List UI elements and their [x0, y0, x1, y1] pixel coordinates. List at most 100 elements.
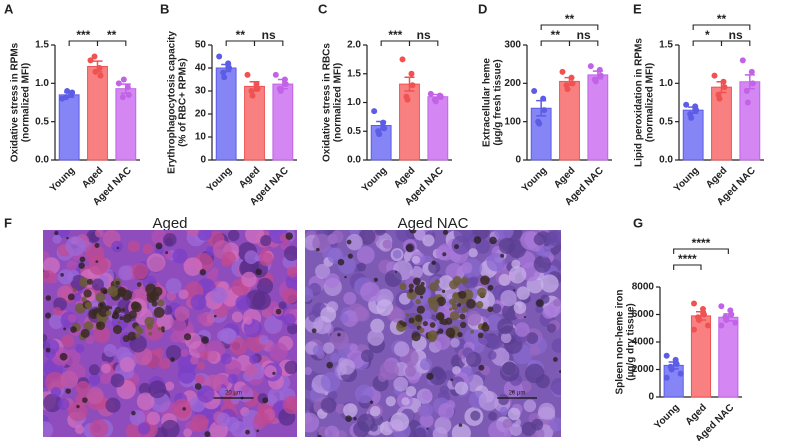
bar [58, 94, 80, 161]
cell [260, 235, 272, 247]
cell [360, 349, 374, 363]
bar [559, 80, 580, 161]
cell [450, 338, 460, 348]
pigment [157, 299, 165, 307]
pigment [119, 316, 124, 321]
data-point [119, 94, 126, 101]
cell [356, 245, 375, 264]
y-tick-label: 4000 [632, 337, 655, 348]
cell [57, 398, 70, 411]
y-tick-label: 100 [504, 116, 521, 127]
cell [278, 301, 287, 310]
bar [215, 67, 237, 161]
y-axis-label: Oxidative stress in RPMs [10, 42, 21, 162]
cell [165, 278, 182, 294]
data-point [531, 88, 538, 94]
significance-label: ns [729, 28, 743, 42]
pigment [513, 289, 516, 292]
data-point [597, 72, 604, 79]
cell [265, 394, 278, 407]
cell [138, 382, 152, 396]
cell [127, 240, 140, 253]
data-point [701, 311, 707, 318]
cell [227, 230, 240, 242]
pigment [99, 303, 104, 307]
y-tick-label: 0 [200, 155, 206, 166]
cell [452, 366, 461, 375]
data-point [244, 71, 251, 78]
data-point [683, 101, 690, 108]
cell [487, 335, 502, 350]
pigment [255, 268, 262, 276]
pigment [285, 232, 293, 240]
x-tick-label: Aged [552, 165, 577, 190]
bar [115, 88, 137, 161]
pigment [345, 415, 352, 422]
pigment [487, 306, 494, 313]
pigment [450, 378, 454, 382]
cell [370, 318, 385, 333]
x-tick-label: Aged [392, 165, 417, 190]
pigment [347, 253, 353, 259]
cell [305, 286, 314, 303]
pigment [411, 332, 421, 342]
pigment [262, 397, 269, 404]
cell [428, 261, 441, 274]
cell [50, 387, 62, 398]
cell [67, 313, 77, 323]
x-tick-label: Young [48, 165, 77, 194]
pigment [431, 260, 436, 265]
pigment [449, 307, 453, 311]
cell [269, 342, 288, 362]
data-point [221, 74, 228, 81]
y-tick-label: 0.0 [35, 155, 49, 166]
pigment [160, 326, 165, 331]
data-point [220, 69, 227, 76]
cell [451, 235, 471, 255]
pigment [105, 310, 112, 317]
data-point [281, 76, 288, 83]
cell [222, 251, 236, 266]
pigment [436, 313, 445, 321]
cell [52, 306, 62, 316]
data-point [272, 71, 279, 78]
pigment [256, 429, 259, 433]
cell [429, 367, 447, 386]
data-point [721, 84, 728, 91]
pigment [346, 239, 352, 245]
y-tick-label: 0.5 [347, 126, 361, 137]
cell [533, 255, 552, 273]
data-point [728, 311, 735, 318]
pigment [535, 299, 544, 307]
pigment [461, 277, 469, 285]
pigment [416, 305, 425, 314]
cell [105, 397, 121, 413]
pigment [102, 289, 108, 295]
cell [110, 373, 125, 388]
pigment [146, 323, 153, 330]
cell [161, 419, 180, 437]
pigment [121, 289, 133, 301]
pigment [553, 357, 558, 362]
cell [284, 360, 297, 375]
pigment [82, 397, 88, 403]
cell [410, 265, 423, 279]
pigment [409, 230, 417, 234]
cell [103, 344, 117, 358]
cell [549, 417, 561, 432]
pigment [199, 269, 207, 276]
pigment [137, 328, 144, 334]
cell [119, 357, 135, 373]
cell [264, 365, 277, 378]
cell [392, 249, 402, 259]
pigment [399, 321, 403, 325]
panel-letter: G [633, 215, 643, 230]
data-point [125, 91, 132, 98]
cell [438, 403, 455, 420]
cell [196, 313, 208, 324]
pigment [442, 230, 449, 235]
pigment [136, 282, 142, 287]
data-point [718, 322, 725, 329]
cell [494, 230, 514, 241]
y-axis-label: Extracellular heme [482, 58, 493, 147]
